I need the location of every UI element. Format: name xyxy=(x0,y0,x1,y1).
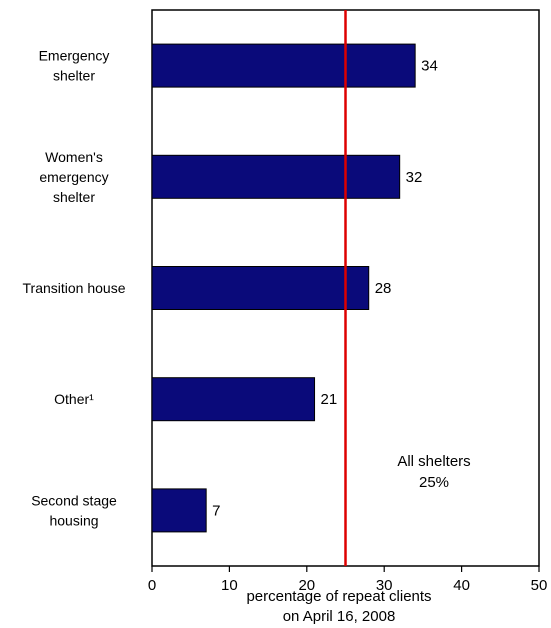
reference-layer: All shelters 25% xyxy=(344,10,471,566)
bars-layer: 34 32 28 21 7 xyxy=(151,43,438,533)
x-axis-ticks: 0 10 20 30 40 50 xyxy=(148,566,548,594)
category-label: Second stage housing xyxy=(31,492,117,528)
x-tick-label: 0 xyxy=(148,577,156,594)
x-axis-title: percentage of repeat clients on April 16,… xyxy=(246,588,431,625)
category-labels: Emergency shelter Women's emergency shelter T… xyxy=(23,48,126,529)
x-tick-label: 40 xyxy=(453,577,470,594)
reference-label: All shelters 25% xyxy=(397,453,470,491)
x-tick-label: 50 xyxy=(531,577,548,594)
data-label: 21 xyxy=(321,391,338,408)
bar xyxy=(151,266,370,310)
category-label: Women's emergency shelter xyxy=(39,149,108,205)
data-label: 34 xyxy=(421,58,438,75)
x-axis-label: percentage of repeat clients on April 16,… xyxy=(246,588,431,625)
x-tick-label: 30 xyxy=(376,577,393,594)
bar xyxy=(151,488,207,533)
category-label: Transition house xyxy=(23,280,126,296)
category-label: Other¹ xyxy=(54,391,94,407)
x-tick-label: 10 xyxy=(221,577,238,594)
data-label: 7 xyxy=(212,502,220,519)
category-label: Emergency shelter xyxy=(39,48,110,84)
bar xyxy=(151,43,416,88)
data-label: 28 xyxy=(375,280,392,297)
x-tick-label: 20 xyxy=(298,577,315,594)
bar xyxy=(151,154,401,199)
bar xyxy=(151,377,316,422)
data-label: 32 xyxy=(406,169,423,186)
